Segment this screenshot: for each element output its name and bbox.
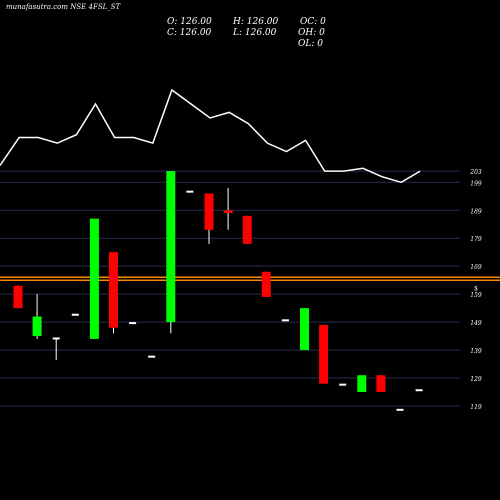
candle-body — [223, 210, 233, 214]
y-tick-label: 129 — [470, 376, 482, 383]
y-tick-label: 199 — [470, 180, 482, 187]
candle-body — [357, 375, 367, 393]
candle-body — [204, 193, 214, 230]
oh-value: OH: 0 — [298, 28, 325, 38]
candle-body — [13, 285, 23, 309]
candle-body — [261, 271, 271, 297]
candle-body — [319, 324, 329, 384]
price-level-line — [0, 276, 500, 282]
ol-value: OL: 0 — [298, 39, 323, 49]
y-tick-label: 159 — [470, 292, 482, 299]
candle-body — [129, 322, 137, 325]
candle-body — [89, 218, 99, 339]
chart-title: munafasutra.com NSE 4FSL_ST — [6, 3, 121, 11]
low-value: L: 126.00 — [233, 28, 277, 38]
candle-body — [339, 383, 347, 386]
candle-body — [300, 308, 309, 351]
grid-lines — [0, 170, 460, 407]
candle-body — [32, 316, 42, 337]
y-tick-label: 203 — [469, 169, 482, 176]
y-tick-label: 179 — [470, 236, 482, 243]
y-tick-label: 189 — [470, 208, 482, 215]
candle-body — [148, 355, 156, 358]
candle-body — [166, 171, 176, 323]
close-value: C: 126.00 — [167, 28, 212, 38]
price-marker-label: $ — [474, 285, 478, 292]
y-tick-label: 149 — [470, 320, 482, 327]
oc-value: OC: 0 — [300, 17, 326, 27]
tick-labels: 119 129 139 149 159 169 179 189 199 203 $ — [469, 169, 482, 411]
candle-body — [242, 215, 252, 244]
overlay-line — [0, 88, 421, 184]
overlay-line-layer — [0, 88, 421, 184]
candle-body — [52, 337, 60, 340]
open-value: O: 126.00 — [167, 17, 212, 27]
candle-body — [281, 319, 289, 322]
y-tick-label: 169 — [470, 264, 482, 271]
candle-body — [415, 389, 423, 392]
y-tick-label: 139 — [470, 348, 482, 355]
candle-body — [186, 190, 194, 193]
candle-body — [109, 252, 118, 328]
candles — [13, 171, 423, 411]
candle-body — [71, 313, 79, 316]
candle-body — [376, 375, 386, 393]
candle-body — [396, 408, 404, 411]
high-value: H: 126.00 — [233, 17, 279, 27]
y-tick-label: 119 — [470, 404, 482, 411]
